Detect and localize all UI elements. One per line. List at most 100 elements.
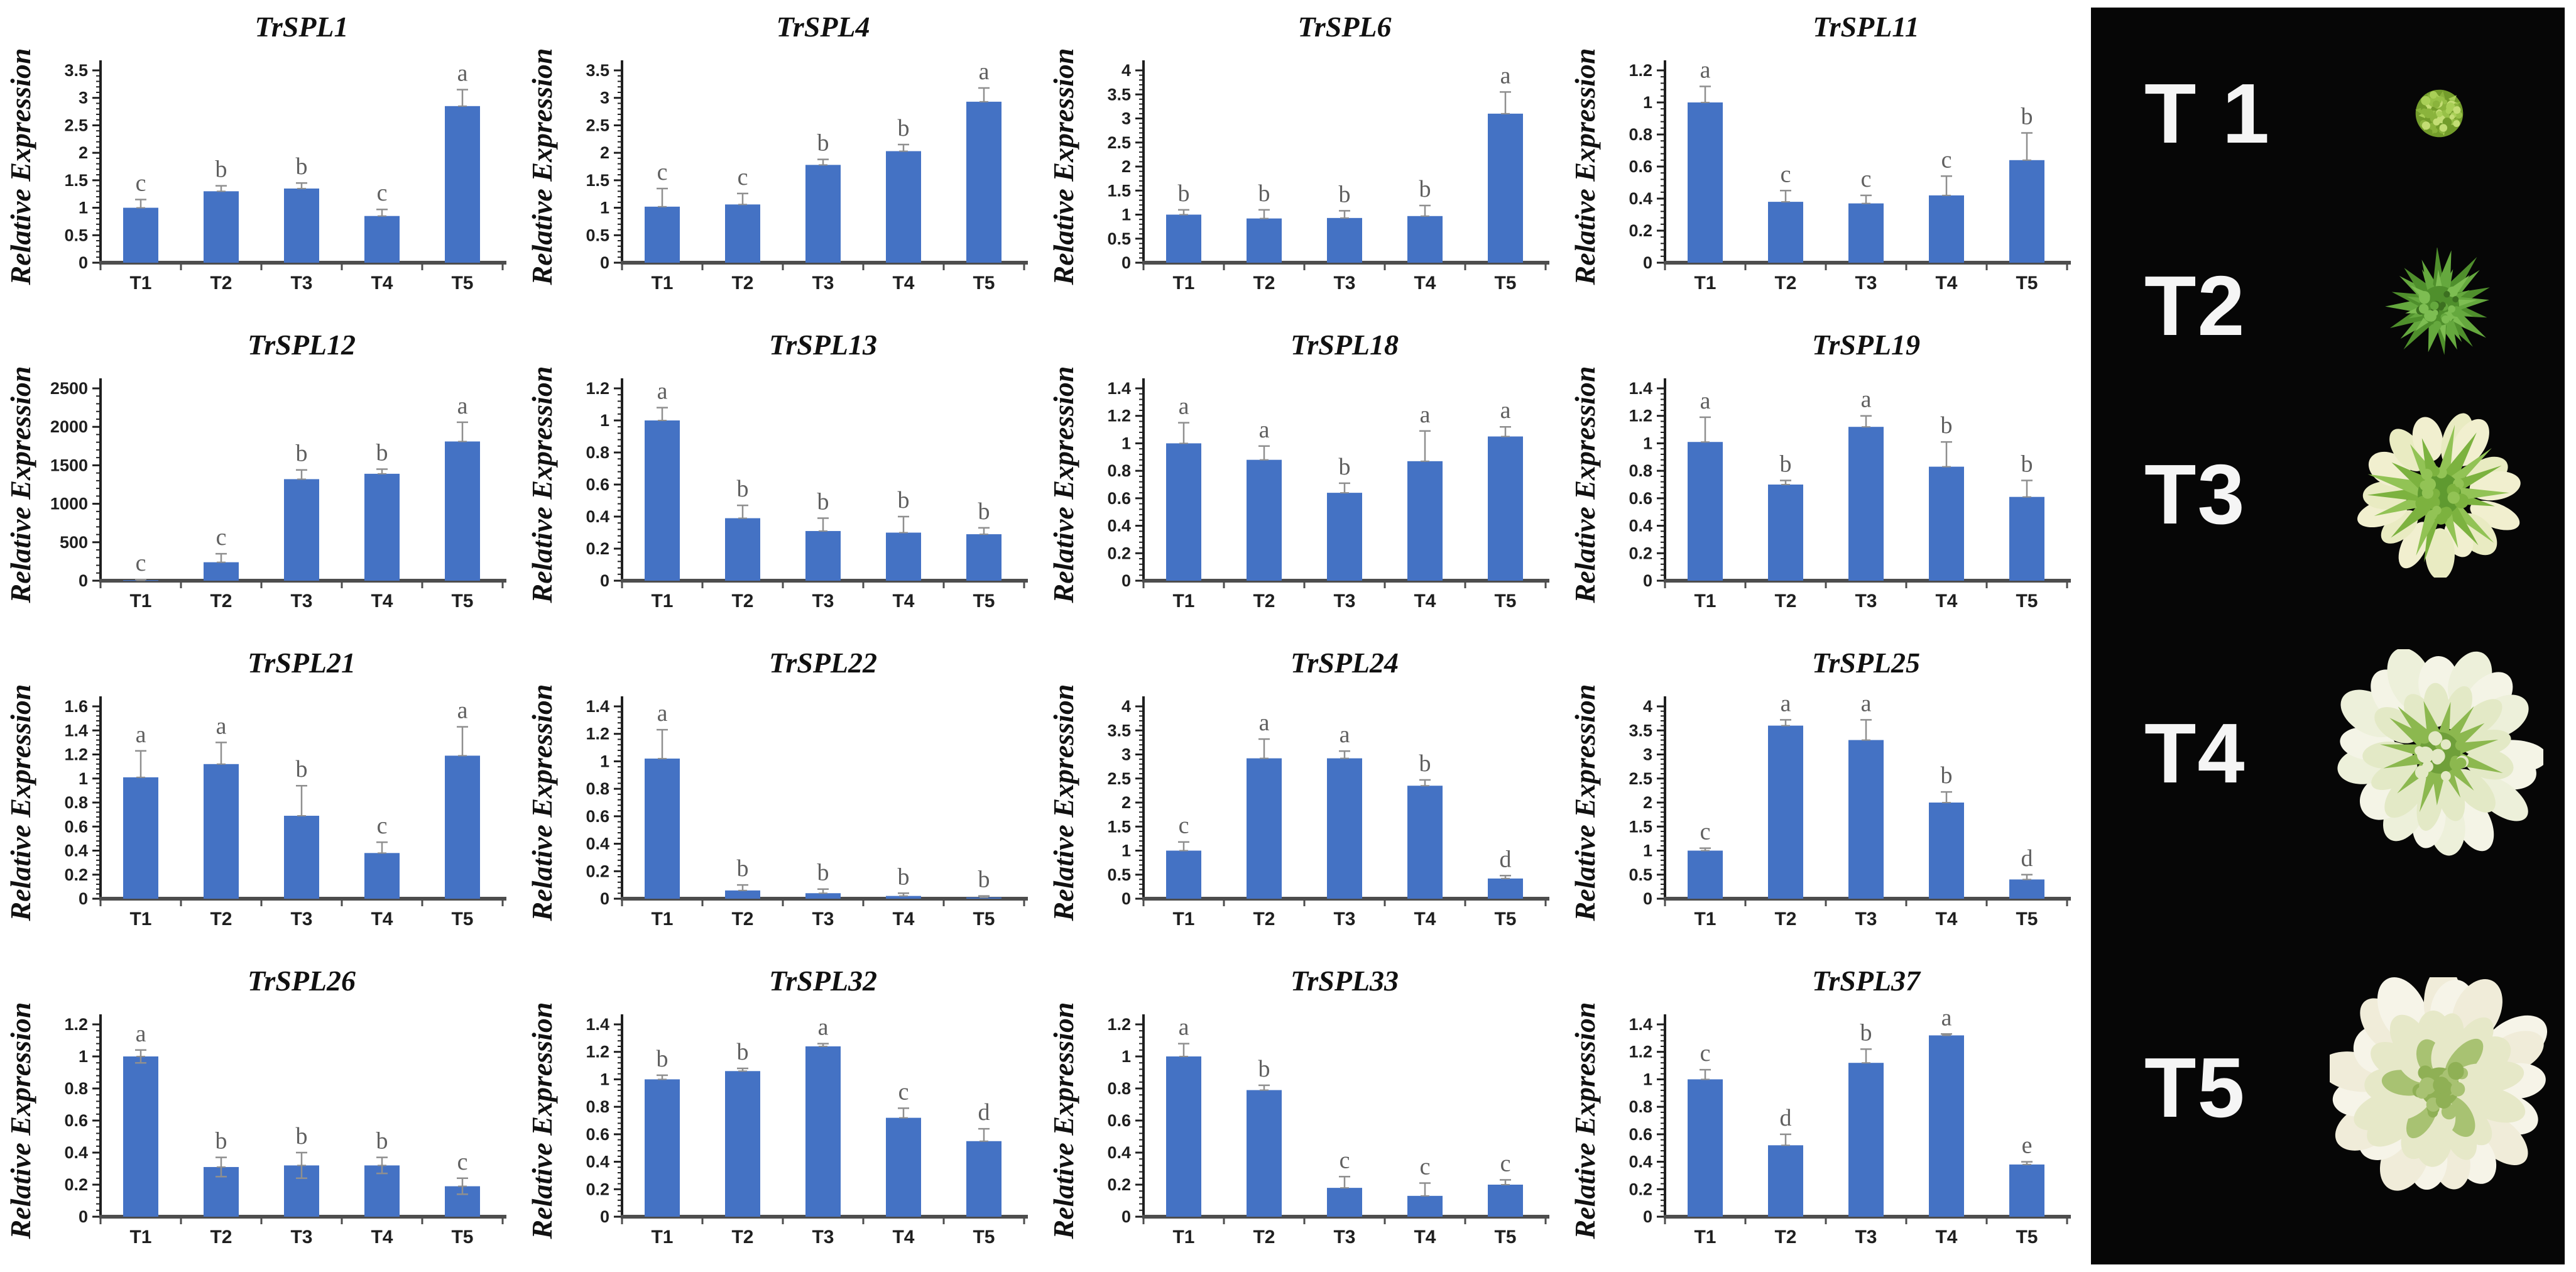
stage-row-T4: T4 [2091,596,2565,910]
y-tick-label: 0.8 [586,779,609,798]
y-tick-label: 0.8 [64,1079,88,1098]
y-tick-label: 0 [600,889,609,908]
y-axis-title: Relative Expression [526,366,558,604]
y-tick-label: 2 [1122,793,1131,812]
y-tick-label: 0 [1643,889,1652,908]
y-tick-label: 1 [600,1070,609,1088]
bar-T1 [1166,443,1201,581]
bar-T4 [364,853,400,899]
x-tick-label: T2 [1253,1227,1275,1247]
significance-letter: c [216,524,227,551]
flower-spike [2448,94,2457,104]
chart-title: TrSPL13 [769,329,877,361]
chart-title: TrSPL37 [1812,965,1921,997]
x-tick-label: T2 [1774,273,1796,293]
x-tick-label: T4 [1935,909,1957,929]
significance-letter: a [1861,387,1872,413]
bar-T2 [1768,202,1803,263]
significance-letter: b [1258,180,1270,207]
chart-svg-TrSPL4: TrSPL4 Relative Expression 0 0.5 1 1.5 2 2.5 3 3.… [526,11,1028,293]
chart-svg-TrSPL21: TrSPL21 Relative Expression 0 0.2 0.4 0.6 0.8 1… [4,647,506,929]
y-tick-label: 0 [79,889,88,908]
y-tick-label: 0 [1643,253,1652,272]
y-tick-label: 2 [600,143,609,162]
y-tick-label: 3.5 [1629,721,1652,740]
y-tick-label: 3 [600,89,609,107]
y-tick-label: 500 [60,533,88,552]
y-tick-label: 3.5 [586,61,609,80]
y-tick-label: 0 [1122,253,1131,272]
bar-T1 [1166,1056,1201,1217]
x-tick-label: T4 [1414,909,1436,929]
bar-T5 [2009,160,2044,263]
significance-letter: a [657,378,668,405]
y-tick-label: 2.5 [586,116,609,134]
chart-TrSPL33: TrSPL33 Relative Expression 0 0.2 0.4 0.6 0.8 1… [1043,954,1564,1272]
x-tick-label: T1 [129,273,151,293]
significance-letter: a [1179,1014,1189,1041]
chart-svg-TrSPL25: TrSPL25 Relative Expression 0 0.5 1 1.5 2 2.5 3 3… [1569,647,2071,929]
y-axis-title: Relative Expression [1569,684,1601,922]
x-tick-label: T2 [731,273,753,293]
flower-spike [2447,748,2503,774]
significance-letter: b [296,1123,308,1149]
x-tick-label: T3 [1333,909,1355,929]
flower-dot [2432,1077,2450,1094]
bar-T3 [1327,217,1362,263]
y-tick-label: 0.4 [1629,189,1652,208]
flower-dot [2439,123,2448,132]
x-tick-label: T5 [2016,273,2038,293]
x-tick-label: T4 [371,909,393,929]
y-tick-label: 1.2 [1629,407,1652,425]
y-tick-label: 1.2 [1107,407,1131,425]
x-tick-label: T2 [210,1227,232,1247]
significance-letter: a [1500,62,1511,89]
bar-T4 [1407,216,1443,263]
y-tick-label: 1.2 [1629,1043,1652,1061]
y-axis-title: Relative Expression [1047,366,1079,604]
significance-letter: b [737,1039,749,1065]
bar-T5 [1488,113,1523,263]
x-tick-label: T4 [371,273,393,293]
y-axis-title: Relative Expression [1047,1002,1079,1240]
bar-T5 [1488,436,1523,581]
y-tick-label: 0.6 [1107,1111,1131,1130]
y-tick-label: 0.5 [1629,865,1652,884]
significance-letter: c [1340,1147,1350,1173]
significance-letter: b [216,1128,227,1154]
bar-T5 [966,1141,1001,1217]
chart-svg-TrSPL18: TrSPL18 Relative Expression 0 0.2 0.4 0.6 0.8 1… [1047,329,1549,611]
bar-T1 [645,1079,680,1217]
flower-dot [2440,739,2451,750]
chart-title: TrSPL6 [1297,11,1391,43]
x-tick-label: T2 [731,909,753,929]
x-tick-label: T2 [1253,591,1275,611]
y-tick-label: 1 [1643,1070,1652,1088]
x-tick-label: T5 [451,591,473,611]
bar-T3 [1848,203,1884,263]
flower-dot [2430,748,2445,764]
significance-letter: b [737,855,749,882]
significance-letter: c [1781,161,1791,187]
bar-T2 [1768,485,1803,581]
y-tick-label: 1 [1643,93,1652,112]
y-tick-label: 1.4 [586,1015,609,1034]
flower-dot [2447,491,2460,504]
significance-letter: b [1178,180,1190,207]
bar-T1 [645,420,680,581]
flower-photo-T5 [2329,977,2547,1191]
significance-letter: b [898,115,910,141]
significance-letter: b [898,864,910,890]
bar-T4 [1407,1195,1443,1217]
y-tick-label: 0.4 [64,842,88,860]
x-tick-label: T1 [1694,909,1716,929]
y-tick-label: 0 [600,253,609,272]
stage-panel-black-background: T 1 T2 T3 T4 T5 [2091,8,2565,1264]
x-tick-label: T3 [812,591,834,611]
flower-dot [2432,505,2442,515]
chart-title: TrSPL1 [254,11,348,43]
x-tick-label: T2 [1253,273,1275,293]
flower-petal [2425,528,2455,578]
significance-letter: b [1258,1056,1270,1082]
chart-title: TrSPL19 [1812,329,1920,361]
